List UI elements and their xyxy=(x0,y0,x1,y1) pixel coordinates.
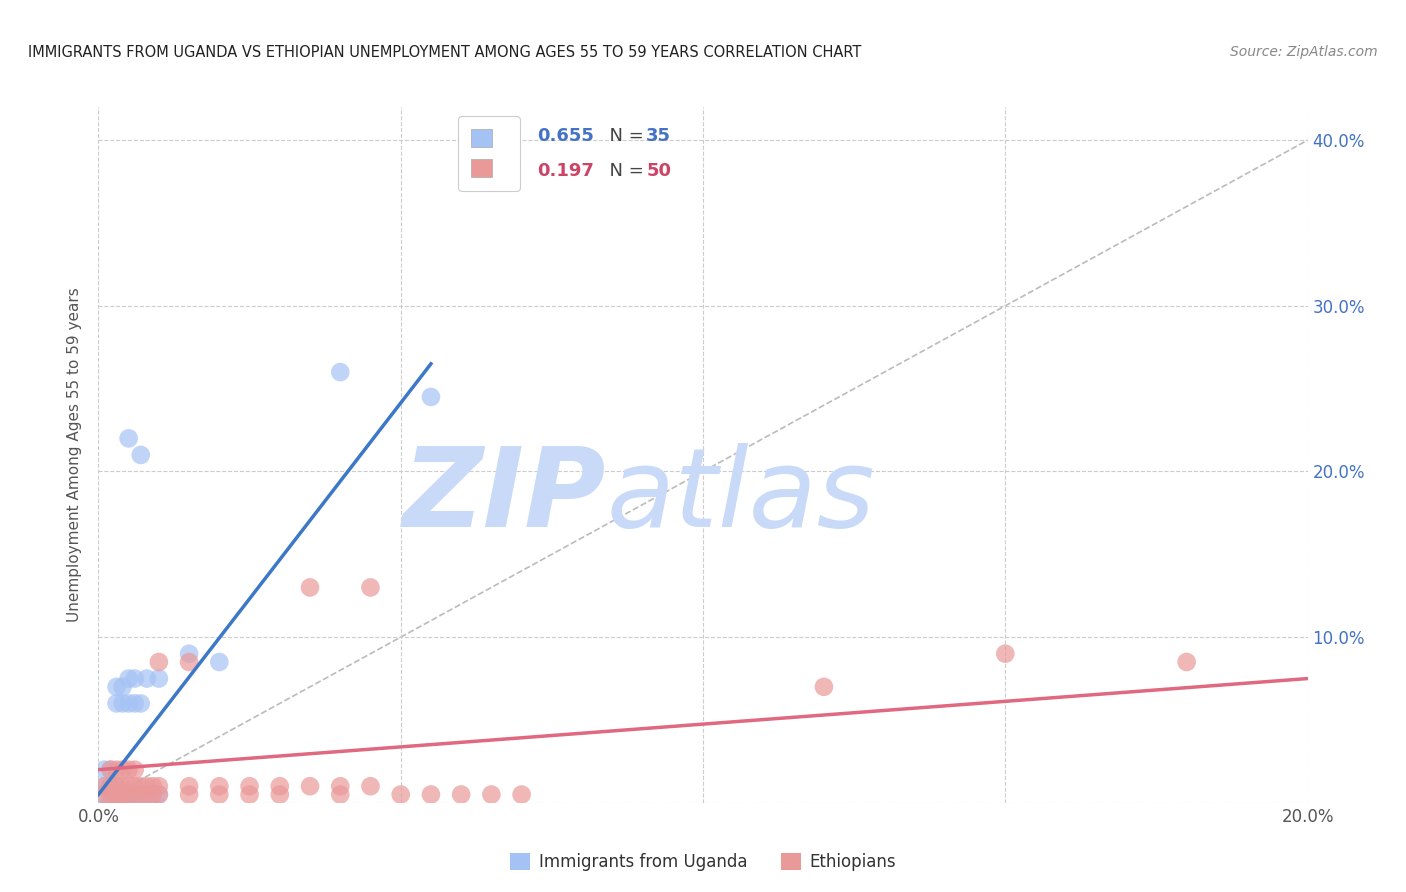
Point xyxy=(100,788,122,802)
Point xyxy=(420,390,443,404)
Point xyxy=(118,672,141,686)
Point xyxy=(208,779,231,793)
Point xyxy=(148,788,170,802)
Point xyxy=(420,788,443,802)
Point xyxy=(148,672,170,686)
Text: 35: 35 xyxy=(647,128,671,145)
Point xyxy=(105,680,128,694)
Text: Source: ZipAtlas.com: Source: ZipAtlas.com xyxy=(1230,45,1378,59)
Text: 50: 50 xyxy=(647,162,671,180)
Point xyxy=(239,788,262,802)
Point xyxy=(124,672,146,686)
Point xyxy=(105,788,128,802)
Point xyxy=(100,763,122,777)
Point xyxy=(129,448,152,462)
Point xyxy=(129,788,152,802)
Point xyxy=(118,697,141,711)
Point xyxy=(179,779,201,793)
Text: R =: R = xyxy=(479,162,524,180)
Y-axis label: Unemployment Among Ages 55 to 59 years: Unemployment Among Ages 55 to 59 years xyxy=(67,287,83,623)
Point xyxy=(124,779,146,793)
Point xyxy=(1175,655,1198,669)
Point xyxy=(111,779,134,793)
Text: R =: R = xyxy=(479,128,519,145)
Point xyxy=(111,697,134,711)
Point xyxy=(389,788,412,802)
Legend: Immigrants from Uganda, Ethiopians: Immigrants from Uganda, Ethiopians xyxy=(503,847,903,878)
Point xyxy=(105,763,128,777)
Point xyxy=(299,779,322,793)
Point xyxy=(179,647,201,661)
Point xyxy=(111,788,134,802)
Point xyxy=(239,779,262,793)
Point xyxy=(481,788,503,802)
Point xyxy=(100,763,122,777)
Point xyxy=(179,655,201,669)
Point xyxy=(450,788,472,802)
Point xyxy=(142,788,165,802)
Point xyxy=(148,788,170,802)
Point xyxy=(93,779,115,793)
Point xyxy=(93,763,115,777)
Point xyxy=(105,779,128,793)
Point xyxy=(100,779,122,793)
Point xyxy=(100,779,122,793)
Point xyxy=(93,788,115,802)
Text: N =: N = xyxy=(598,162,650,180)
Point xyxy=(105,697,128,711)
Point xyxy=(111,763,134,777)
Point xyxy=(93,788,115,802)
Point xyxy=(118,779,141,793)
Point xyxy=(269,788,291,802)
Point xyxy=(148,779,170,793)
Point xyxy=(118,796,141,810)
Point xyxy=(813,680,835,694)
Point xyxy=(105,779,128,793)
Text: ZIP: ZIP xyxy=(402,443,606,550)
Point xyxy=(269,779,291,793)
Point xyxy=(179,788,201,802)
Point xyxy=(329,365,352,379)
Point xyxy=(329,788,352,802)
Point xyxy=(129,796,152,810)
Point xyxy=(111,680,134,694)
Point xyxy=(118,788,141,802)
Point xyxy=(124,763,146,777)
Point xyxy=(135,672,157,686)
Text: IMMIGRANTS FROM UGANDA VS ETHIOPIAN UNEMPLOYMENT AMONG AGES 55 TO 59 YEARS CORRE: IMMIGRANTS FROM UGANDA VS ETHIOPIAN UNEM… xyxy=(28,45,862,60)
Point xyxy=(299,581,322,595)
Point xyxy=(118,763,141,777)
Point xyxy=(100,796,122,810)
Text: 0.655: 0.655 xyxy=(537,128,595,145)
Point xyxy=(105,796,128,810)
Point xyxy=(148,655,170,669)
Point xyxy=(510,788,533,802)
Point xyxy=(208,788,231,802)
Point xyxy=(105,796,128,810)
Point xyxy=(360,779,382,793)
Point xyxy=(118,431,141,445)
Point xyxy=(124,796,146,810)
Point xyxy=(100,788,122,802)
Text: N =: N = xyxy=(598,128,650,145)
Point xyxy=(118,788,141,802)
Point xyxy=(135,779,157,793)
Point xyxy=(360,581,382,595)
Point xyxy=(142,779,165,793)
Text: atlas: atlas xyxy=(606,443,875,550)
Point xyxy=(135,788,157,802)
Point xyxy=(129,697,152,711)
Point xyxy=(105,788,128,802)
Point xyxy=(994,647,1017,661)
Point xyxy=(208,655,231,669)
Point xyxy=(124,697,146,711)
Point xyxy=(142,796,165,810)
Point xyxy=(124,788,146,802)
Text: 0.197: 0.197 xyxy=(537,162,595,180)
Point xyxy=(111,796,134,810)
Point xyxy=(129,779,152,793)
Point xyxy=(111,788,134,802)
Point xyxy=(329,779,352,793)
Point xyxy=(93,779,115,793)
